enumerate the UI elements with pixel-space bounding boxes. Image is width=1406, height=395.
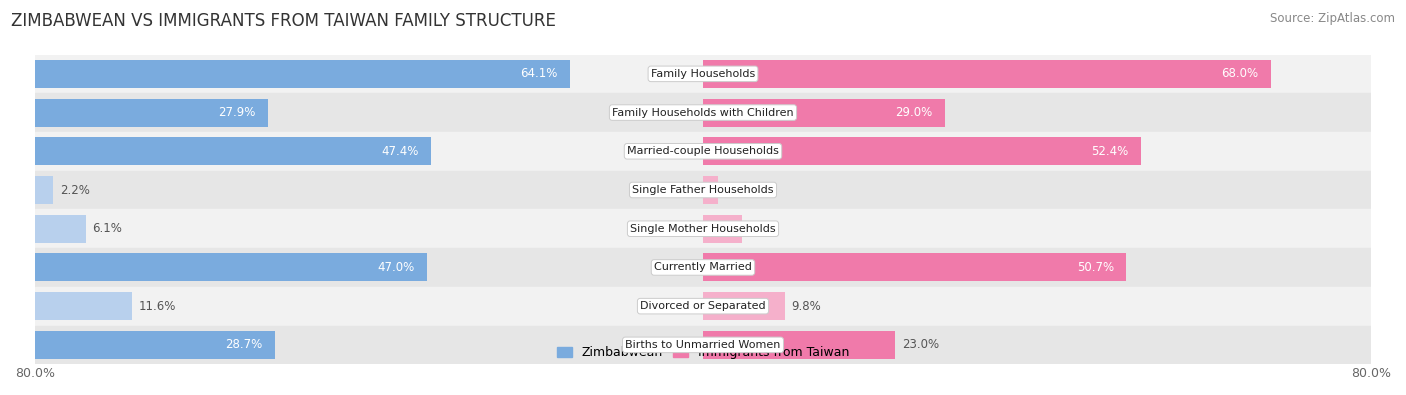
Text: 2.2%: 2.2% — [60, 184, 90, 196]
Bar — [35, 176, 53, 204]
Text: Divorced or Separated: Divorced or Separated — [640, 301, 766, 311]
Bar — [35, 248, 1371, 287]
Bar — [35, 137, 430, 165]
Bar — [703, 331, 896, 359]
Bar — [35, 331, 274, 359]
Bar — [35, 287, 1371, 325]
Bar — [703, 176, 718, 204]
Text: 9.8%: 9.8% — [792, 300, 821, 313]
Text: 1.8%: 1.8% — [724, 184, 755, 196]
Text: 64.1%: 64.1% — [520, 68, 558, 80]
Bar — [703, 292, 785, 320]
Bar — [35, 93, 1371, 132]
Text: 29.0%: 29.0% — [896, 106, 932, 119]
Bar — [35, 99, 269, 126]
Bar — [35, 292, 132, 320]
Text: Single Father Households: Single Father Households — [633, 185, 773, 195]
Text: Source: ZipAtlas.com: Source: ZipAtlas.com — [1270, 12, 1395, 25]
Text: 47.4%: 47.4% — [381, 145, 418, 158]
Bar — [35, 215, 86, 243]
Text: 11.6%: 11.6% — [139, 300, 176, 313]
Text: 4.7%: 4.7% — [749, 222, 779, 235]
Bar — [703, 60, 1271, 88]
Text: 27.9%: 27.9% — [218, 106, 256, 119]
Bar — [35, 171, 1371, 209]
Text: 47.0%: 47.0% — [378, 261, 415, 274]
Legend: Zimbabwean, Immigrants from Taiwan: Zimbabwean, Immigrants from Taiwan — [551, 341, 855, 364]
Text: Currently Married: Currently Married — [654, 262, 752, 273]
Bar — [703, 254, 1126, 281]
Text: Births to Unmarried Women: Births to Unmarried Women — [626, 340, 780, 350]
Text: 28.7%: 28.7% — [225, 339, 262, 352]
Bar — [703, 137, 1140, 165]
Text: Single Mother Households: Single Mother Households — [630, 224, 776, 234]
Text: 6.1%: 6.1% — [93, 222, 122, 235]
Bar — [35, 325, 1371, 364]
Bar — [35, 254, 427, 281]
Text: 50.7%: 50.7% — [1077, 261, 1114, 274]
Bar — [35, 132, 1371, 171]
Bar — [35, 209, 1371, 248]
Text: 23.0%: 23.0% — [901, 339, 939, 352]
Bar — [35, 55, 1371, 93]
Bar — [703, 215, 742, 243]
Text: Family Households with Children: Family Households with Children — [612, 107, 794, 118]
Bar — [703, 99, 945, 126]
Text: 68.0%: 68.0% — [1222, 68, 1258, 80]
Text: Family Households: Family Households — [651, 69, 755, 79]
Bar — [35, 60, 571, 88]
Text: Married-couple Households: Married-couple Households — [627, 146, 779, 156]
Text: ZIMBABWEAN VS IMMIGRANTS FROM TAIWAN FAMILY STRUCTURE: ZIMBABWEAN VS IMMIGRANTS FROM TAIWAN FAM… — [11, 12, 557, 30]
Text: 52.4%: 52.4% — [1091, 145, 1128, 158]
